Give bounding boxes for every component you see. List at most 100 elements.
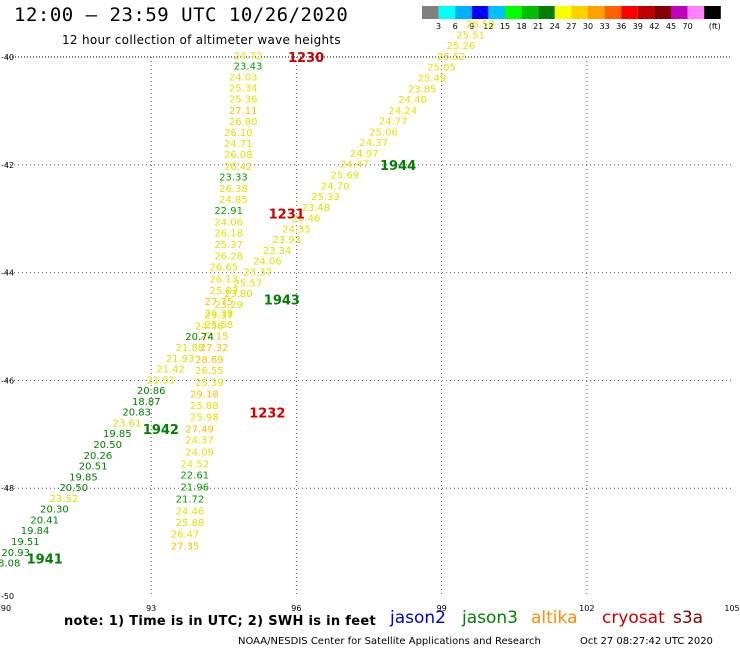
color-scale-swatch — [422, 6, 439, 19]
satellite-legend-altika: altika — [531, 608, 578, 628]
swh-value-label: 27.35 — [171, 541, 200, 552]
swh-value-label: 19.85 — [103, 429, 132, 440]
swh-value-label: 18.87 — [132, 397, 161, 408]
swh-value-label: 26.65 — [209, 263, 238, 274]
swh-value-label: 29.18 — [190, 389, 219, 400]
swh-value-label: 20.51 — [79, 462, 108, 473]
swh-value-label: 27.15 — [200, 332, 229, 343]
swh-value-label: 26.50 — [466, 20, 495, 31]
track-time-label: 1944 — [380, 159, 416, 174]
color-scale-swatch — [521, 6, 539, 19]
color-scale-label: 70 — [683, 22, 693, 31]
swh-value-label: 19.51 — [11, 537, 40, 548]
color-scale-label: 45 — [666, 22, 676, 31]
swh-value-label: 25.33 — [311, 192, 340, 203]
swh-value-label: 27.11 — [229, 106, 258, 117]
color-scale-swatch — [488, 6, 505, 19]
satellite-legend-jason2: jason2 — [390, 608, 446, 628]
color-scale-label: 21 — [533, 22, 543, 31]
swh-value-label: 26.13 — [209, 275, 238, 286]
swh-value-label: 20.86 — [137, 386, 166, 397]
color-scale-label: 42 — [649, 22, 659, 31]
swh-value-label: 24.70 — [321, 181, 350, 192]
x-tick-label: 90 — [1, 604, 11, 613]
swh-value-label: 21.93 — [166, 354, 195, 365]
swh-value-label: 26.80 — [229, 117, 258, 128]
swh-value-label: 20.41 — [30, 515, 59, 526]
swh-value-label: 24.37 — [360, 138, 389, 149]
color-scale-swatch — [704, 6, 721, 19]
swh-value-label: 21.72 — [176, 494, 205, 505]
track-time-label: 1943 — [264, 294, 300, 309]
satellite-legend-s3a: s3a — [673, 608, 704, 628]
swh-value-label: 27.32 — [200, 343, 229, 354]
swh-value-label: 24.09 — [185, 448, 214, 459]
swh-value-label: 23.80 — [224, 289, 253, 300]
swh-value-label: 25.57 — [234, 278, 263, 289]
swh-value-label: 24.24 — [389, 106, 418, 117]
color-scale-label: 18 — [517, 22, 527, 31]
color-scale-legend: 3 6 9 12 15 18 21 24 27 30 33 36 39 42 45 70 (ft) — [422, 6, 721, 31]
swh-value-label: 20.30 — [40, 505, 69, 516]
swh-value-label: 21.96 — [180, 483, 209, 494]
swh-value-label: 24.46 — [176, 506, 205, 517]
swh-value-label: 18.08 — [0, 559, 20, 570]
color-scale-label: 33 — [600, 22, 610, 31]
grid-lines — [6, 57, 732, 596]
track-time-label: 1231 — [269, 207, 305, 222]
y-tick-label: -48 — [1, 484, 14, 493]
color-scale-swatch — [671, 6, 688, 19]
satellite-legend-jason3: jason3 — [462, 608, 518, 628]
color-scale-label: 27 — [566, 22, 576, 31]
x-tick-label: 99 — [437, 604, 447, 613]
track-time-label: 1232 — [249, 407, 285, 422]
swh-value-label: 23.52 — [50, 494, 79, 505]
swh-value-label: 25.83 — [209, 286, 238, 297]
color-scale-swatch — [438, 6, 456, 19]
swh-value-label: 19.84 — [21, 526, 50, 537]
swh-value-label: 26.08 — [224, 150, 253, 161]
swh-value-label: 25.39 — [195, 378, 224, 389]
time-labels: 1230 1231 1232 1941 1942 1943 1944 — [27, 51, 417, 567]
x-tick-label: 96 — [291, 604, 301, 613]
color-scale-swatch — [588, 6, 605, 19]
swh-value-label: 23.61 — [113, 418, 142, 429]
swh-value-label: 19.85 — [69, 472, 98, 483]
swh-value-label: 25.88 — [190, 401, 219, 412]
swh-value-label: 25.52 — [437, 52, 466, 63]
swh-value-label: 24.40 — [398, 95, 427, 106]
swh-value-label: 20.50 — [93, 440, 122, 451]
swh-value-label: 25.58 — [205, 320, 234, 331]
swh-value-label: 22.61 — [180, 471, 209, 482]
color-scale-label: 36 — [616, 22, 626, 31]
swh-value-label: 25.36 — [229, 95, 258, 106]
swh-value-label: 26.38 — [219, 184, 248, 195]
swh-value-label: 26.10 — [224, 128, 253, 139]
swh-value-label: 23.34 — [263, 246, 292, 257]
swh-value-label: 25.51 — [456, 30, 485, 41]
swh-value-label: 24.37 — [185, 436, 214, 447]
color-scale-swatch — [654, 6, 671, 19]
swh-value-label: 24.56 — [195, 321, 224, 332]
color-scale-label: 39 — [633, 22, 643, 31]
swh-value-label: 23.48 — [301, 203, 330, 214]
track-time-label: 1230 — [288, 51, 324, 66]
swh-value-label: 23.43 — [234, 62, 263, 73]
swh-value-label: 24.47 — [340, 160, 369, 171]
y-tick-label: -46 — [1, 376, 14, 385]
swh-value-label: 21.88 — [176, 343, 205, 354]
y-tick-label: -40 — [1, 53, 14, 62]
swh-value-label: 26.55 — [195, 366, 224, 377]
swh-value-label: 25.34 — [229, 84, 258, 95]
swh-value-label: 26.28 — [214, 251, 243, 262]
color-scale-swatch — [571, 6, 588, 19]
swh-value-label: 24.06 — [214, 217, 243, 228]
swh-value-label: 27.75 — [205, 297, 234, 308]
timestamp: Oct 27 08:27:42 UTC 2020 — [580, 636, 713, 647]
swh-value-label: 25.26 — [447, 41, 476, 52]
swh-value-label: 25.49 — [418, 73, 447, 84]
color-scale-swatch — [687, 6, 705, 19]
swh-value-label: 24.35 — [282, 224, 311, 235]
swh-value-label: 25.37 — [214, 240, 243, 251]
swh-value-label: 20.50 — [59, 483, 88, 494]
